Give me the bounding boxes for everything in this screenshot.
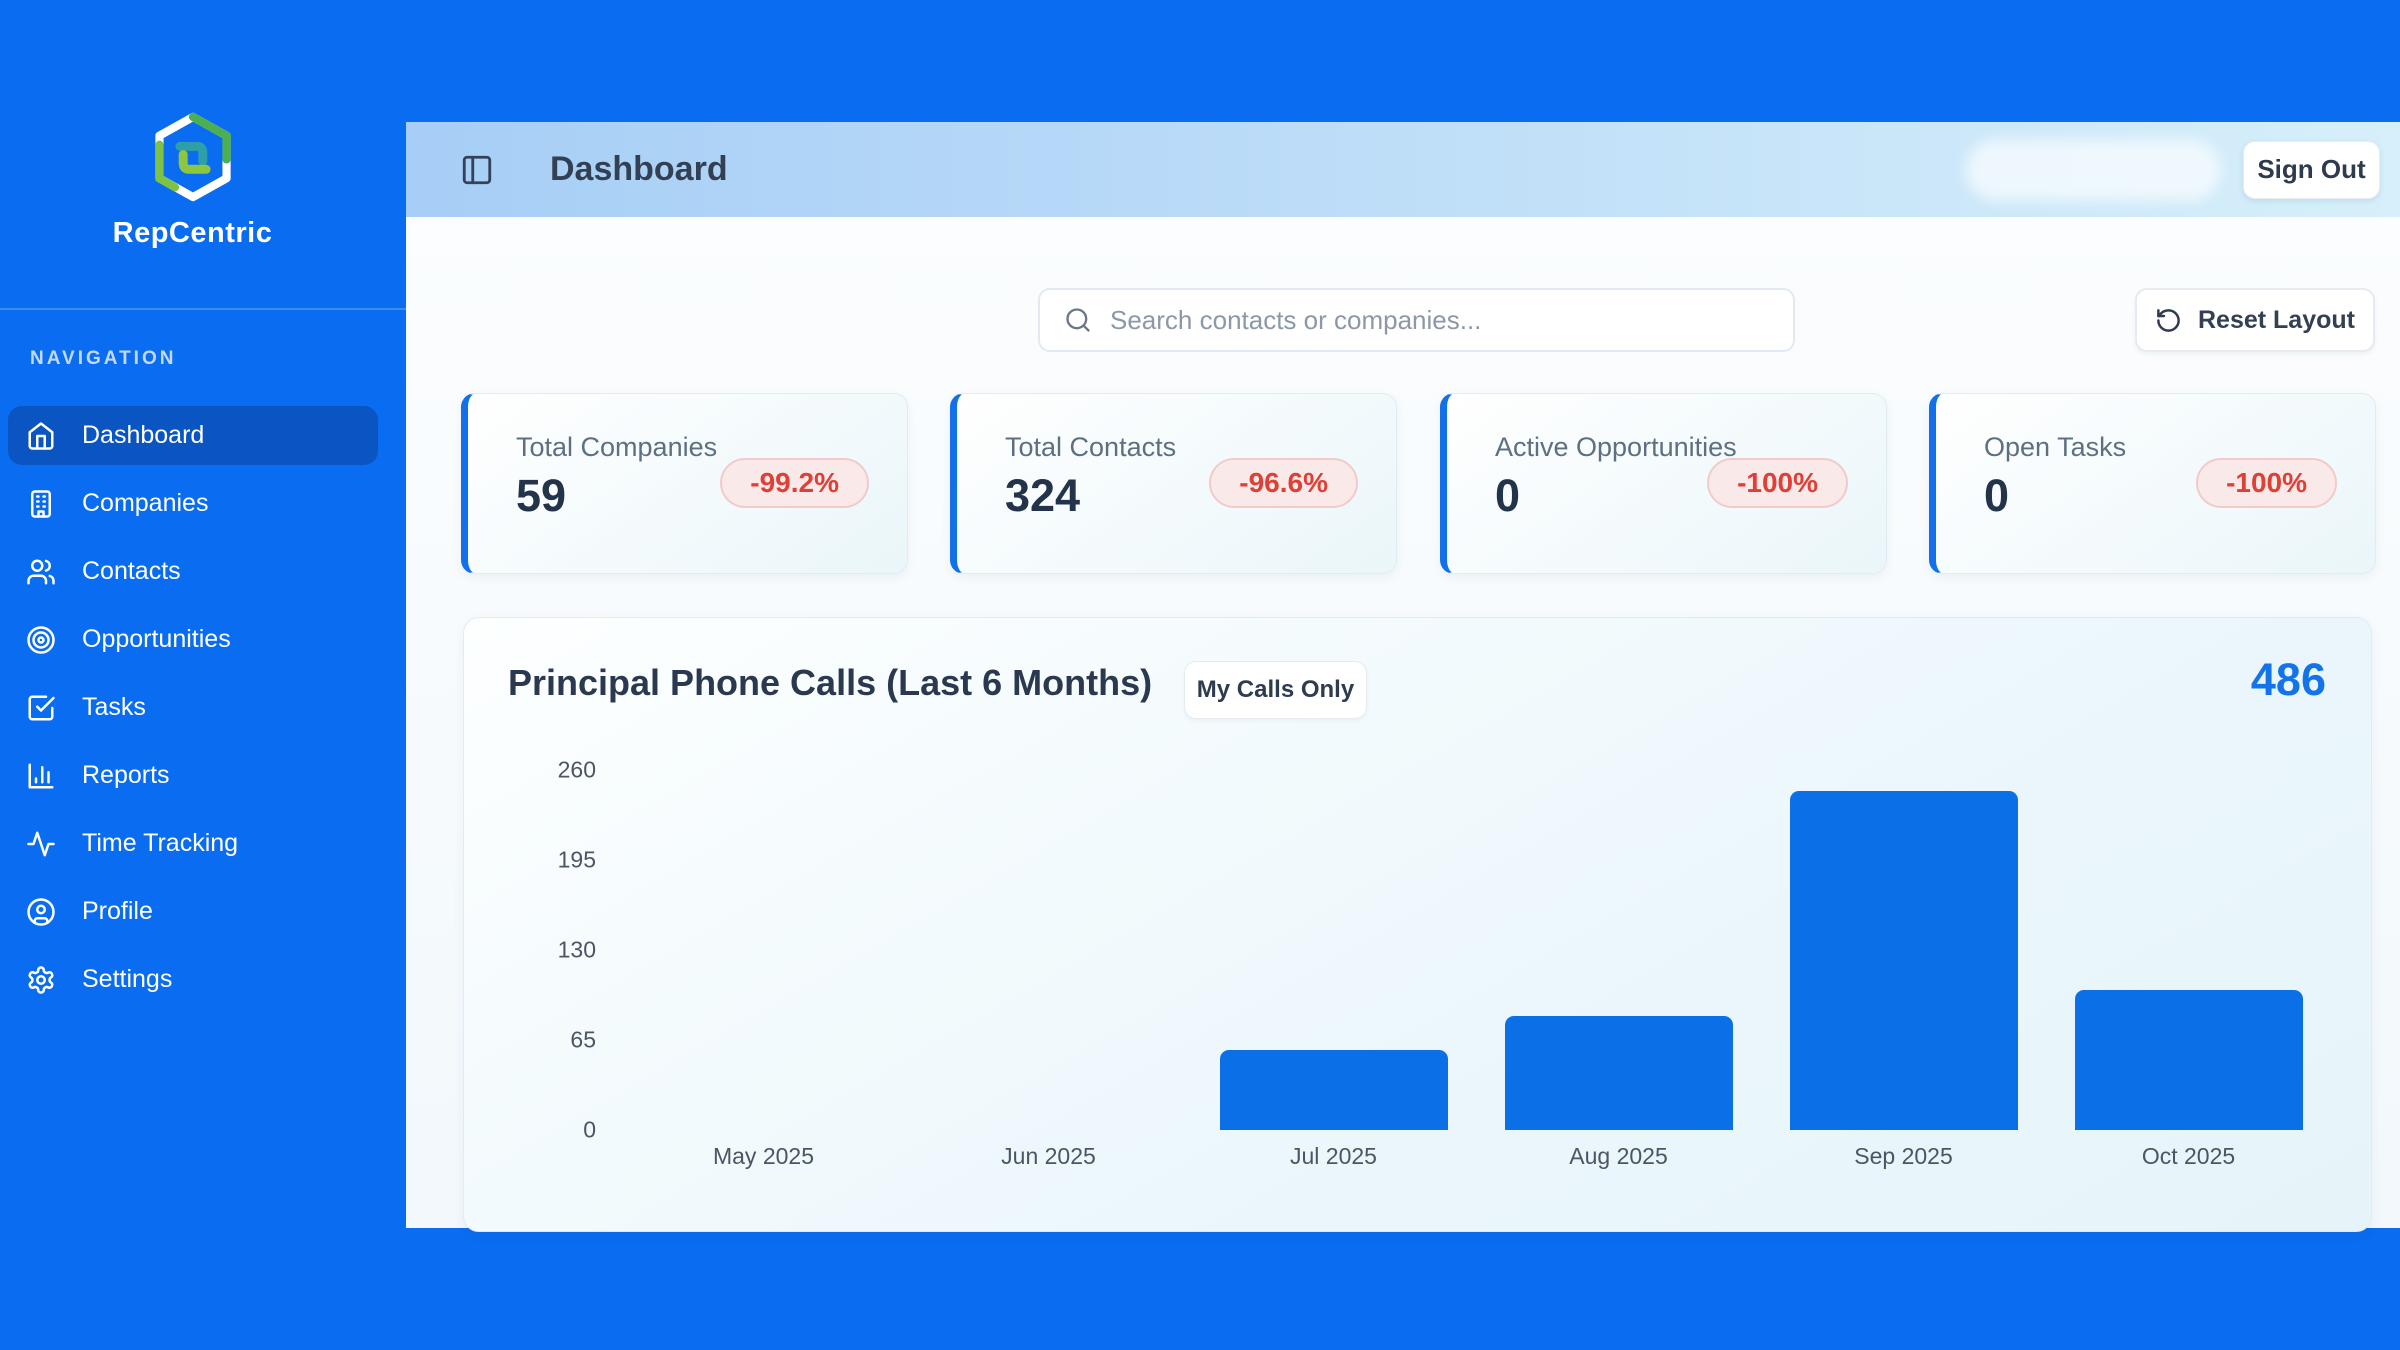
stat-card-open-tasks: Open Tasks 0 -100% [1929, 393, 2376, 574]
stat-card-active-opportunities: Active Opportunities 0 -100% [1440, 393, 1887, 574]
main-content: Reset Layout Total Companies 59 -99.2% T… [406, 217, 2400, 1232]
chart-card: Principal Phone Calls (Last 6 Months) My… [463, 617, 2372, 1232]
chart-y-tick-label: 65 [570, 1026, 596, 1053]
sidebar-item-label: Settings [82, 965, 173, 993]
sidebar-item-contacts[interactable]: Contacts [8, 542, 378, 601]
chart-x-tick-label: Jul 2025 [1290, 1143, 1377, 1169]
target-icon [26, 625, 56, 655]
hexagon-logo-icon [152, 112, 234, 207]
sidebar-item-time-tracking[interactable]: Time Tracking [8, 814, 378, 873]
stat-value: 0 [1495, 470, 1521, 521]
home-icon [26, 421, 56, 451]
gear-icon [26, 965, 56, 995]
sidebar-toggle-icon[interactable] [460, 153, 494, 187]
sidebar-item-label: Tasks [82, 693, 146, 721]
sidebar-item-label: Reports [82, 761, 170, 789]
chart-bar [2074, 990, 2303, 1130]
building-icon [26, 489, 56, 519]
chart-plot: May 2025 Jun 2025 Jul 2025 Aug 2025 Sep 2025… [621, 770, 2331, 1169]
activity-icon [26, 829, 56, 859]
chart-column: Aug 2025 [1476, 770, 1761, 1169]
chart-x-tick-label: Jun 2025 [1001, 1143, 1096, 1169]
sidebar-divider [0, 308, 406, 310]
chart-y-tick-label: 195 [557, 846, 596, 873]
chart-column: Oct 2025 [2046, 770, 2331, 1169]
stat-card-total-companies: Total Companies 59 -99.2% [461, 393, 908, 574]
user-circle-icon [26, 897, 56, 927]
stat-card-total-contacts: Total Contacts 324 -96.6% [950, 393, 1397, 574]
stat-label: Active Opportunities [1495, 432, 1737, 462]
reset-layout-label: Reset Layout [2198, 305, 2355, 334]
chart-x-tick-label: Oct 2025 [2141, 1143, 2236, 1169]
sidebar-item-companies[interactable]: Companies [8, 474, 378, 533]
header: Dashboard Sign Out [406, 122, 2400, 217]
sidebar-item-label: Dashboard [82, 421, 205, 449]
my-calls-only-button[interactable]: My Calls Only [1184, 661, 1367, 719]
sidebar-nav: Dashboard Companies Contacts Opportuniti… [8, 406, 378, 1018]
reset-layout-button[interactable]: Reset Layout [2135, 288, 2375, 352]
user-chip-redacted [1965, 138, 2221, 201]
stat-delta-badge: -100% [1707, 458, 1848, 508]
check-square-icon [26, 693, 56, 723]
sign-out-button[interactable]: Sign Out [2243, 140, 2380, 199]
sidebar-item-tasks[interactable]: Tasks [8, 678, 378, 737]
chart-bar [1504, 1016, 1733, 1130]
chart-y-tick-label: 0 [583, 1116, 596, 1143]
sidebar-item-reports[interactable]: Reports [8, 746, 378, 805]
chart-column: May 2025 [621, 770, 906, 1169]
chart-column: Jun 2025 [906, 770, 1191, 1169]
nav-section-label: NAVIGATION [30, 348, 177, 369]
search-box [1038, 288, 1795, 352]
chart-x-tick-label: Sep 2025 [1854, 1143, 1953, 1169]
header-right: Sign Out [1965, 122, 2380, 217]
search-input[interactable] [1110, 304, 1793, 336]
chart-column: Sep 2025 [1761, 770, 2046, 1169]
stat-value: 324 [1005, 470, 1081, 521]
chart-x-tick-label: May 2025 [712, 1143, 814, 1169]
stat-label: Total Companies [516, 432, 718, 462]
chart-x-tick-label: Aug 2025 [1569, 1143, 1668, 1169]
stat-delta-badge: -99.2% [720, 458, 869, 508]
page-title: Dashboard [550, 150, 728, 188]
sidebar-item-label: Companies [82, 489, 209, 517]
sidebar-item-label: Contacts [82, 557, 181, 585]
search-icon [1066, 308, 1090, 332]
sidebar-item-label: Profile [82, 897, 153, 925]
sidebar-item-dashboard[interactable]: Dashboard [8, 406, 378, 465]
sidebar: RepCentric NAVIGATION Dashboard Companie… [0, 0, 406, 1350]
stat-label: Total Contacts [1005, 432, 1177, 462]
chart-title: Principal Phone Calls (Last 6 Months) [508, 662, 1153, 703]
users-icon [26, 557, 56, 587]
chart-total-value: 486 [2250, 654, 2326, 705]
chart-bar [1219, 1049, 1448, 1130]
chart-bar [1789, 790, 2018, 1130]
stat-value: 59 [516, 470, 567, 521]
sidebar-item-settings[interactable]: Settings [8, 950, 378, 1009]
brand-name: RepCentric [112, 217, 273, 249]
sidebar-item-label: Time Tracking [82, 829, 239, 857]
sidebar-item-profile[interactable]: Profile [8, 882, 378, 941]
stat-delta-badge: -96.6% [1209, 458, 1358, 508]
stat-label: Open Tasks [1984, 432, 2127, 462]
brand: RepCentric [0, 112, 385, 250]
sidebar-item-label: Opportunities [82, 625, 231, 653]
chart-y-tick-label: 260 [557, 756, 596, 783]
sidebar-item-opportunities[interactable]: Opportunities [8, 610, 378, 669]
chart-column: Jul 2025 [1191, 770, 1476, 1169]
bar-chart-icon [26, 761, 56, 791]
stat-value: 0 [1984, 470, 2010, 521]
rotate-ccw-icon [2157, 308, 2180, 332]
stat-delta-badge: -100% [2196, 458, 2337, 508]
chart-y-axis: 0 65 130 195 260 [464, 757, 596, 1143]
chart-y-tick-label: 130 [557, 936, 596, 963]
